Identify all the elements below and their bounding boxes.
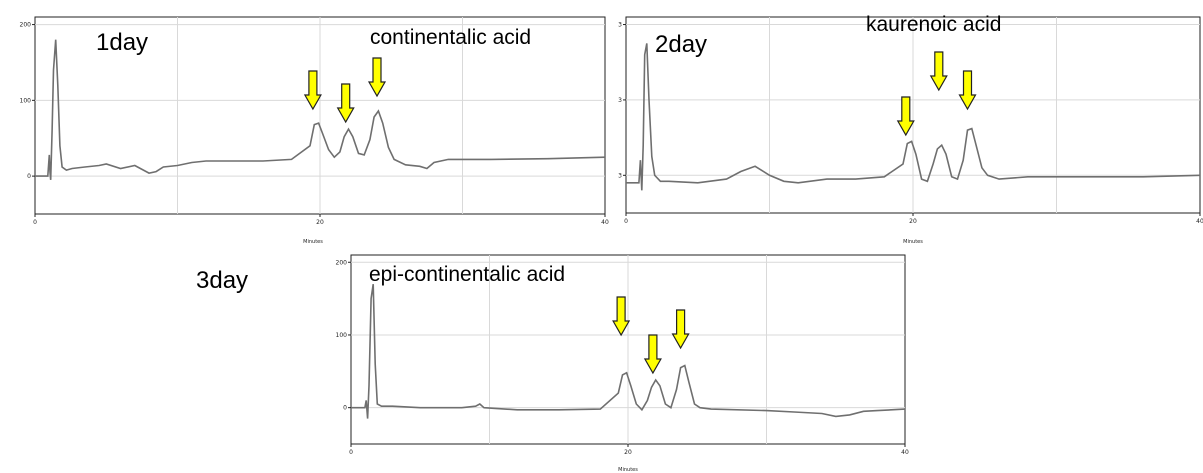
- peak-arrow-1-icon: [612, 296, 631, 337]
- x-tick-label-0: 0: [349, 449, 353, 456]
- x-tick-label-0: 0: [33, 219, 37, 226]
- peak-arrow-3-icon: [958, 70, 977, 111]
- compound-label-kaurenoic-acid: kaurenoic acid: [866, 13, 1001, 36]
- peak-arrow-2-icon: [336, 83, 355, 124]
- y-tick-label-0: 0: [27, 173, 31, 180]
- peak-arrow-1-icon: [303, 70, 322, 111]
- peak-arrows-2day: [896, 51, 977, 137]
- chromatogram-panel-3day: 0 20 40 0 100 200 Minutes 3day epi-continenta…: [196, 254, 909, 473]
- x-axis-label-1day: Minutes: [303, 239, 323, 245]
- compound-label-epi-continentalic-acid: epi-continentalic acid: [369, 263, 565, 286]
- y-tick-label-0: 3: [618, 172, 622, 179]
- tick-labels-2day: 0 20 40 3 3 3: [618, 22, 1203, 225]
- trace-line-1day: [35, 39, 606, 180]
- gridlines-1day: [35, 17, 605, 214]
- x-tick-label-20: 20: [909, 218, 917, 225]
- peak-arrows-1day: [303, 57, 387, 124]
- x-tick-label-20: 20: [316, 219, 324, 226]
- panel-label-1day: 1day: [96, 29, 148, 56]
- x-axis-label-3day: Minutes: [618, 467, 638, 473]
- x-axis-label-2day: Minutes: [903, 239, 923, 245]
- y-tick-label-100: 100: [336, 332, 348, 339]
- y-tick-label-100: 100: [20, 97, 32, 104]
- y-tick-label-200: 200: [20, 22, 32, 29]
- y-tick-label-200: 200: [336, 259, 348, 266]
- chromatogram-panel-1day: 0 20 40 0 100 200 Minutes 1day continentalic …: [20, 16, 609, 245]
- x-tick-label-20: 20: [624, 449, 632, 456]
- gridlines-2day: [626, 17, 1200, 213]
- compound-label-continentalic-acid: continentalic acid: [370, 26, 531, 49]
- x-tick-label-40: 40: [1196, 218, 1203, 225]
- y-tick-label-100: 3: [618, 97, 622, 104]
- x-tick-label-40: 40: [901, 449, 909, 456]
- peak-arrow-2-icon: [929, 51, 948, 92]
- y-tick-label-0: 0: [343, 405, 347, 412]
- y-tick-label-200: 3: [618, 22, 622, 29]
- panel-label-3day: 3day: [196, 267, 248, 294]
- tick-labels-3day: 0 20 40 0 100 200: [336, 259, 909, 456]
- x-tick-label-40: 40: [601, 219, 609, 226]
- peak-arrow-3-icon: [367, 57, 387, 98]
- peak-arrows-3day: [612, 296, 690, 375]
- trace-line-2day: [626, 43, 1201, 191]
- gridlines-3day: [351, 255, 905, 444]
- trace-line-3day: [351, 283, 906, 419]
- peak-arrow-1-icon: [896, 96, 915, 137]
- panel-label-2day: 2day: [655, 31, 707, 58]
- tick-labels-1day: 0 20 40 0 100 200: [20, 22, 609, 226]
- peak-arrow-2-icon: [643, 334, 662, 375]
- x-tick-label-0: 0: [624, 218, 628, 225]
- chromatogram-panel-2day: 0 20 40 3 3 3 Minutes 2day kaurenoic acid: [618, 13, 1203, 245]
- peak-arrow-3-icon: [671, 309, 690, 350]
